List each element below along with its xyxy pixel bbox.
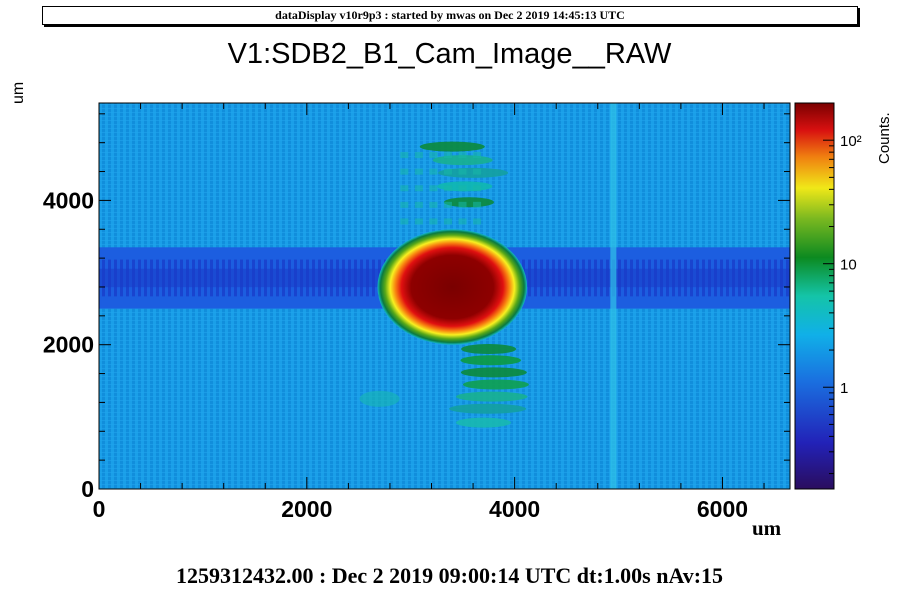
fringe-speckle bbox=[400, 201, 409, 208]
upper-fringe bbox=[419, 141, 485, 152]
fringe-speckle bbox=[400, 218, 409, 225]
fringe-speckle bbox=[473, 201, 482, 208]
fringe-speckle bbox=[458, 168, 467, 175]
fringe-speckle bbox=[458, 201, 467, 208]
main-spot bbox=[377, 229, 528, 345]
fringe-speckle bbox=[414, 152, 423, 159]
fringe-speckle bbox=[443, 152, 452, 159]
color-bar-tick-label: 10 bbox=[840, 257, 857, 274]
lower-fringe bbox=[455, 417, 511, 428]
fringe-speckle bbox=[429, 185, 438, 192]
header-info-box: dataDisplay v10r9p3 : started by mwas on… bbox=[42, 6, 858, 25]
fringe-speckle bbox=[473, 168, 482, 175]
footer-timestamp: 1259312432.00 : Dec 2 2019 09:00:14 UTC … bbox=[175, 563, 724, 588]
lower-fringe bbox=[462, 379, 529, 390]
fringe-speckle bbox=[429, 218, 438, 225]
fringe-speckle bbox=[414, 201, 423, 208]
x-axis-label: um bbox=[752, 516, 782, 540]
fringe-speckle bbox=[400, 185, 409, 192]
x-tick-label: 0 bbox=[93, 496, 106, 522]
fringe-speckle bbox=[458, 152, 467, 159]
fringe-speckle bbox=[443, 218, 452, 225]
x-tick-label: 6000 bbox=[697, 496, 748, 522]
vertical-bright-line bbox=[610, 103, 617, 489]
fringe-speckle bbox=[429, 152, 438, 159]
header-text: dataDisplay v10r9p3 : started by mwas on… bbox=[275, 8, 625, 22]
color-bar bbox=[794, 102, 835, 490]
fringe-speckle bbox=[443, 201, 452, 208]
fringe-speckle bbox=[414, 185, 423, 192]
fringe-speckle bbox=[458, 218, 467, 225]
x-tick-label: 4000 bbox=[489, 496, 540, 522]
y-tick-label: 0 bbox=[81, 476, 94, 502]
fringe-speckle bbox=[443, 168, 452, 175]
fringe-speckle bbox=[473, 218, 482, 225]
fringe-speckle bbox=[443, 185, 452, 192]
fringe-speckle bbox=[414, 168, 423, 175]
fringe-speckle bbox=[429, 201, 438, 208]
lower-fringe bbox=[449, 403, 527, 414]
y-tick-label: 4000 bbox=[43, 187, 94, 213]
x-tick-label: 2000 bbox=[281, 496, 332, 522]
fringe-speckle bbox=[400, 152, 409, 159]
color-bar-tick-label: 1 bbox=[840, 380, 848, 397]
upper-fringe bbox=[443, 197, 494, 208]
lower-left-fringe bbox=[359, 390, 400, 407]
plot-frame bbox=[98, 102, 791, 490]
fringe-speckle bbox=[458, 185, 467, 192]
heatmap-area bbox=[99, 103, 790, 489]
lower-fringe bbox=[460, 355, 521, 366]
fringe-speckle bbox=[400, 168, 409, 175]
axis-ticks: 0 2000 4000 6000 0 2000 4000 bbox=[43, 103, 790, 522]
fringe-speckle bbox=[473, 152, 482, 159]
lower-fringe bbox=[461, 344, 517, 355]
fringe-speckle bbox=[429, 168, 438, 175]
fringe-speckle bbox=[473, 185, 482, 192]
color-bar-ticks: 1 10 10² bbox=[823, 102, 862, 475]
color-bar-tick-label: 10² bbox=[840, 133, 862, 150]
y-tick-label: 2000 bbox=[43, 332, 94, 358]
lower-fringe bbox=[460, 367, 527, 378]
fringe-speckle bbox=[414, 218, 423, 225]
lower-fringe bbox=[456, 391, 528, 402]
chart-title: V1:SDB2_B1_Cam_Image__RAW bbox=[227, 38, 672, 70]
